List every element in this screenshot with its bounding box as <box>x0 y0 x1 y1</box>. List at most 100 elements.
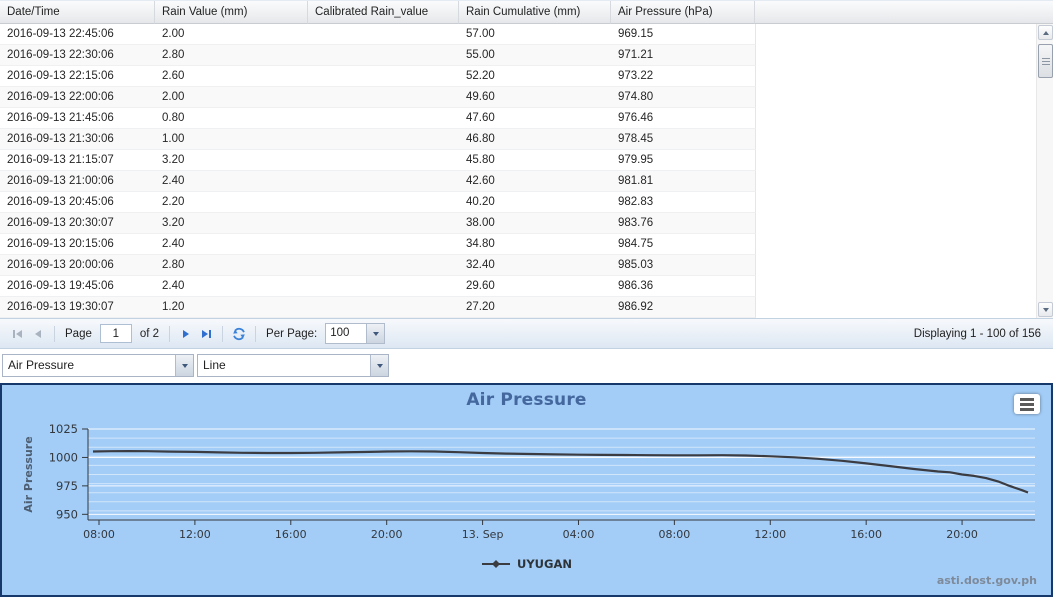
grid-header: Date/Time Rain Value (mm) Calibrated Rain_… <box>0 0 1053 24</box>
chart-controls: Air Pressure Line <box>0 349 1053 383</box>
axis-tick-label: 08:00 <box>659 528 691 541</box>
table-cell: 2016-09-13 22:15:06 <box>7 70 114 82</box>
table-cell: 2016-09-13 20:30:07 <box>7 217 114 229</box>
parameter-select[interactable]: Air Pressure <box>2 354 194 377</box>
last-page-button[interactable] <box>196 324 216 344</box>
axis-tick-label: 16:00 <box>275 528 307 541</box>
vertical-scrollbar[interactable] <box>1036 24 1053 318</box>
table-row[interactable]: 2016-09-13 21:30:06 1.00 46.80 978.45 <box>0 129 756 150</box>
table-cell: 29.60 <box>466 280 495 292</box>
table-row[interactable]: 2016-09-13 22:45:06 2.00 57.00 969.15 <box>0 24 756 45</box>
chart-type-select-value: Line <box>203 358 226 372</box>
table-row[interactable]: 2016-09-13 20:15:06 2.40 34.80 984.75 <box>0 234 756 255</box>
scrollbar-grip-icon <box>1041 57 1050 65</box>
table-cell: 3.20 <box>162 217 185 229</box>
table-row[interactable]: 2016-09-13 20:30:07 3.20 38.00 983.76 <box>0 213 756 234</box>
displaying-status: Displaying 1 - 100 of 156 <box>913 327 1041 340</box>
paging-toolbar: Page of 2 Per Page: 100 Displaying 1 - 1… <box>0 318 1053 349</box>
table-cell: 2016-09-13 20:45:06 <box>7 196 114 208</box>
table-cell: 984.75 <box>618 238 654 250</box>
table-row[interactable]: 2016-09-13 21:45:06 0.80 47.60 976.46 <box>0 108 756 129</box>
next-page-button[interactable] <box>176 324 196 344</box>
table-cell: 2016-09-13 21:15:07 <box>7 154 114 166</box>
table-row[interactable]: 2016-09-13 21:15:07 3.20 45.80 979.95 <box>0 150 756 171</box>
table-cell: 42.60 <box>466 175 495 187</box>
first-page-icon <box>13 329 22 338</box>
table-row[interactable]: 2016-09-13 19:45:06 2.40 29.60 986.36 <box>0 276 756 297</box>
table-cell: 57.00 <box>466 28 495 40</box>
scroll-down-button[interactable] <box>1038 302 1053 317</box>
page-number-input[interactable] <box>99 324 132 343</box>
chevron-down-icon <box>181 363 188 368</box>
chart-type-dropdown-button[interactable] <box>370 355 388 376</box>
table-cell: 2.60 <box>162 70 185 82</box>
chart-export-menu-button[interactable] <box>1014 394 1040 414</box>
per-page-dropdown-button[interactable] <box>366 324 385 343</box>
axis-tick-label: 04:00 <box>563 528 595 541</box>
table-cell: 2.00 <box>162 28 185 40</box>
table-cell: 49.60 <box>466 91 495 103</box>
axis-tick-label: 20:00 <box>371 528 403 541</box>
table-row[interactable]: 2016-09-13 22:15:06 2.60 52.20 973.22 <box>0 66 756 87</box>
scroll-up-button[interactable] <box>1038 25 1053 40</box>
table-cell: 2.40 <box>162 280 185 292</box>
axis-tick-label: 16:00 <box>850 528 882 541</box>
table-cell: 2.00 <box>162 91 185 103</box>
column-header[interactable]: Rain Value (mm) <box>155 1 308 24</box>
table-cell: 979.95 <box>618 154 654 166</box>
table-row[interactable]: 2016-09-13 22:30:06 2.80 55.00 971.21 <box>0 45 756 66</box>
table-cell: 27.20 <box>466 301 495 313</box>
legend-item-uyugan[interactable]: UYUGAN <box>2 557 1051 571</box>
axis-tick-label: 20:00 <box>946 528 978 541</box>
table-cell: 2.40 <box>162 238 185 250</box>
scroll-down-icon <box>1042 307 1049 312</box>
column-header[interactable]: Air Pressure (hPa) <box>611 1 755 24</box>
scrollbar-thumb[interactable] <box>1038 44 1053 78</box>
chart-plot-area: 950 975 1000 1025 08:00 12:00 16:00 20:00 13. Se… <box>22 422 1035 541</box>
table-cell: 1.00 <box>162 133 185 145</box>
table-cell: 2.40 <box>162 175 185 187</box>
table-cell: 2.80 <box>162 259 185 271</box>
table-cell: 982.83 <box>618 196 654 208</box>
column-header[interactable]: Rain Cumulative (mm) <box>459 1 611 24</box>
table-row[interactable]: 2016-09-13 20:00:06 2.80 32.40 985.03 <box>0 255 756 276</box>
per-page-select[interactable]: 100 <box>325 323 386 344</box>
refresh-button[interactable] <box>229 324 249 344</box>
chevron-down-icon <box>372 331 379 336</box>
axis-tick-label: Air Pressure <box>22 436 35 512</box>
table-cell: 981.81 <box>618 175 654 187</box>
table-cell: 2.80 <box>162 49 185 61</box>
table-cell: 34.80 <box>466 238 495 250</box>
series-line-uyugan[interactable] <box>92 449 1029 494</box>
table-row[interactable]: 2016-09-13 21:00:06 2.40 42.60 981.81 <box>0 171 756 192</box>
table-cell: 2016-09-13 22:30:06 <box>7 49 114 61</box>
chart-title: Air Pressure <box>466 390 587 410</box>
table-cell: 2016-09-13 19:45:06 <box>7 280 114 292</box>
table-row[interactable]: 2016-09-13 19:30:07 1.20 27.20 986.92 <box>0 297 756 318</box>
toolbar-separator <box>54 325 55 342</box>
table-cell: 2.20 <box>162 196 185 208</box>
table-cell: 0.80 <box>162 112 185 124</box>
table-row[interactable]: 2016-09-13 20:45:06 2.20 40.20 982.83 <box>0 192 756 213</box>
table-cell: 2016-09-13 22:00:06 <box>7 91 114 103</box>
table-cell: 2016-09-13 20:15:06 <box>7 238 114 250</box>
first-page-button[interactable] <box>8 324 28 344</box>
column-header[interactable]: Calibrated Rain_value <box>308 1 459 24</box>
axis-tick-label: 08:00 <box>83 528 115 541</box>
table-cell: 2016-09-13 21:30:06 <box>7 133 114 145</box>
axis-tick-label: 13. Sep <box>462 528 504 541</box>
table-cell: 45.80 <box>466 154 495 166</box>
refresh-icon <box>233 327 245 340</box>
parameter-dropdown-button[interactable] <box>175 355 193 376</box>
table-cell: 969.15 <box>618 28 654 40</box>
table-row[interactable]: 2016-09-13 22:00:06 2.00 49.60 974.80 <box>0 87 756 108</box>
grid-header-filler <box>755 1 1053 24</box>
axis-tick-label: 12:00 <box>179 528 211 541</box>
toolbar-separator <box>222 325 224 342</box>
previous-page-button[interactable] <box>28 324 48 344</box>
per-page-label: Per Page: <box>266 327 318 340</box>
column-header[interactable]: Date/Time <box>0 1 155 24</box>
toolbar-separator <box>255 325 257 342</box>
chart-type-select[interactable]: Line <box>197 354 389 377</box>
table-cell: 52.20 <box>466 70 495 82</box>
